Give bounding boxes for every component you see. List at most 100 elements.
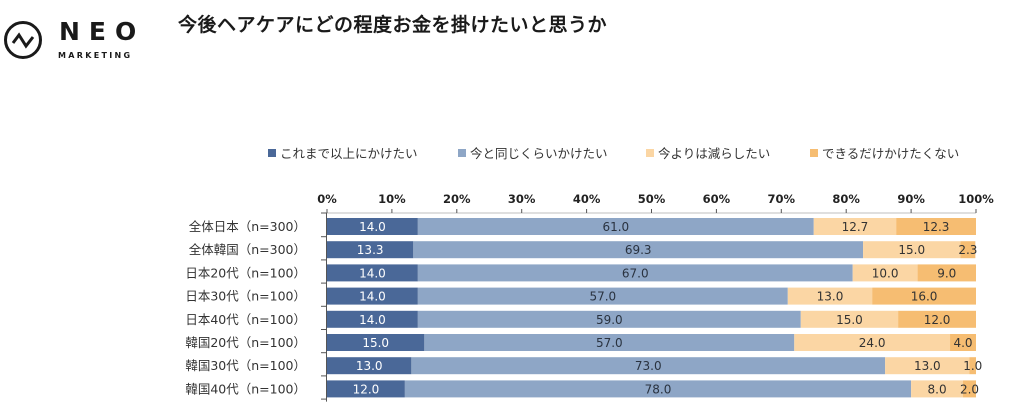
bar-segment — [917, 264, 976, 282]
bar-segment — [327, 380, 405, 398]
x-tick-label: 0% — [317, 192, 337, 206]
data-label: 14.0 — [359, 266, 386, 280]
data-label: 57.0 — [596, 336, 623, 350]
data-label: 14.0 — [359, 313, 386, 327]
logo-subtitle: MARKETING — [58, 51, 133, 60]
bar-segment — [417, 264, 853, 282]
x-tick-label: 40% — [573, 192, 601, 206]
legend-label: これまで以上にかけたい — [280, 146, 418, 161]
legend-swatch — [268, 148, 276, 157]
bar-segment — [885, 357, 970, 375]
data-label: 67.0 — [622, 266, 649, 280]
bar-segment — [327, 310, 418, 328]
data-label: 12.0 — [353, 382, 380, 396]
bar-segment — [327, 218, 418, 235]
data-label: 12.7 — [842, 220, 869, 234]
bar-segment — [800, 310, 899, 328]
bar-segment — [404, 380, 912, 398]
bar-segment — [424, 334, 795, 351]
bar-segment — [794, 334, 951, 351]
data-label: 13.0 — [817, 290, 844, 304]
data-label: 69.3 — [625, 243, 652, 257]
bar-segment — [327, 264, 418, 282]
x-tick-label: 50% — [638, 192, 666, 206]
logo-pulse-icon — [4, 21, 42, 59]
data-label: 9.0 — [937, 266, 956, 280]
bar-segment — [327, 241, 414, 259]
bar-segment — [417, 218, 814, 235]
legend-item-more: これまで以上にかけたい — [268, 143, 418, 162]
bar-segment — [852, 264, 918, 282]
category-label: 日本30代（n=100） — [185, 289, 306, 304]
x-tick-label: 10% — [378, 192, 406, 206]
bar-segment — [413, 241, 864, 259]
legend-swatch — [810, 148, 818, 157]
data-label: 15.0 — [836, 313, 863, 327]
x-tick-label: 20% — [443, 192, 471, 206]
x-tick-label: 80% — [832, 192, 860, 206]
bar-segment — [327, 357, 412, 375]
data-label: 8.0 — [928, 382, 947, 396]
bar-segment — [327, 287, 418, 305]
bar-segment — [327, 334, 425, 351]
category-label: 日本40代（n=100） — [185, 312, 306, 327]
bar-segment — [787, 287, 873, 305]
bar-segment — [969, 357, 976, 375]
bar-segment — [898, 310, 976, 328]
x-tick-label: 100% — [958, 192, 994, 206]
data-label: 16.0 — [911, 290, 938, 304]
data-label: 73.0 — [635, 359, 662, 373]
data-label: 13.0 — [356, 359, 383, 373]
category-label: 韓国30代（n=100） — [185, 358, 306, 373]
bar-segment — [950, 334, 976, 351]
category-label: 日本20代（n=100） — [185, 265, 306, 280]
bar-segment — [872, 287, 976, 305]
data-label: 14.0 — [359, 290, 386, 304]
data-label: 24.0 — [859, 336, 886, 350]
bar-segment — [417, 310, 801, 328]
category-label: 全体日本（n=300） — [189, 219, 306, 234]
bar-segment — [911, 380, 964, 398]
data-label: 15.0 — [898, 243, 925, 257]
data-label: 78.0 — [645, 382, 672, 396]
category-label: 全体韓国（n=300） — [189, 242, 306, 257]
legend-item-less: 今よりは減らしたい — [646, 143, 770, 162]
data-label: 61.0 — [602, 220, 629, 234]
bar-segment — [963, 380, 976, 398]
legend-item-none: できるだけかけたくない — [810, 143, 959, 162]
bar-segment — [813, 218, 897, 235]
x-tick-label: 90% — [897, 192, 925, 206]
bar-segment — [863, 241, 961, 259]
data-label: 57.0 — [589, 290, 616, 304]
legend-label: できるだけかけたくない — [822, 146, 960, 161]
bar-segment — [411, 357, 886, 375]
data-label: 15.0 — [362, 336, 389, 350]
data-label: 10.0 — [872, 266, 899, 280]
data-label: 2.0 — [960, 382, 979, 396]
bar-segment — [960, 241, 976, 259]
data-label: 12.0 — [924, 313, 951, 327]
data-label: 13.3 — [357, 243, 384, 257]
data-label: 12.3 — [923, 220, 950, 234]
legend-label: 今と同じくらいかけたい — [470, 146, 608, 161]
data-label: 1.0 — [963, 359, 982, 373]
legend-swatch — [646, 148, 654, 157]
data-label: 2.3 — [958, 243, 977, 257]
x-tick-label: 30% — [508, 192, 536, 206]
x-tick-label: 60% — [703, 192, 731, 206]
data-label: 13.0 — [914, 359, 941, 373]
legend-swatch — [458, 148, 466, 157]
bar-segment — [896, 218, 976, 235]
category-label: 韓国40代（n=100） — [185, 381, 306, 396]
neo-marketing-logo: NEO MARKETING — [3, 18, 138, 63]
legend-item-same: 今と同じくらいかけたい — [458, 143, 608, 162]
legend-label: 今よりは減らしたい — [658, 146, 771, 161]
data-label: 4.0 — [953, 336, 972, 350]
category-label: 韓国20代（n=100） — [185, 335, 306, 350]
logo-name: NEO — [59, 17, 146, 46]
x-tick-label: 70% — [768, 192, 796, 206]
data-label: 59.0 — [596, 313, 623, 327]
bar-segment — [417, 287, 788, 305]
chart-title: 今後ヘアケアにどの程度お金を掛けたいと思うか — [178, 14, 608, 36]
